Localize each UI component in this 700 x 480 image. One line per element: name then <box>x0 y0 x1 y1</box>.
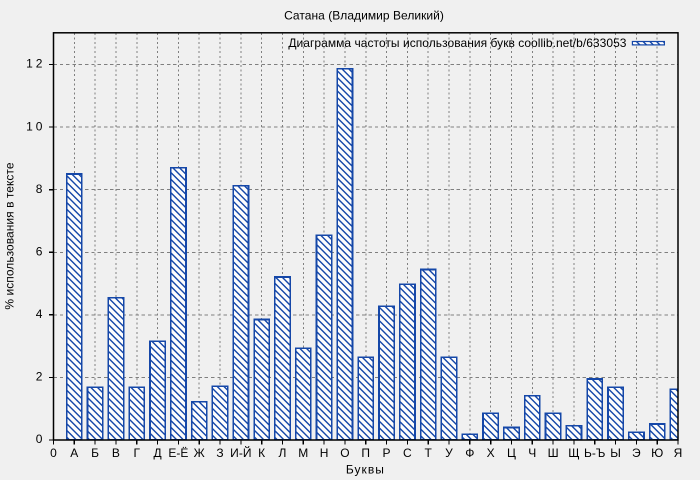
svg-text:М: М <box>298 446 308 460</box>
svg-text:Ю: Ю <box>651 446 663 460</box>
svg-text:Ш: Ш <box>548 446 559 460</box>
svg-text:Р: Р <box>383 446 391 460</box>
svg-text:Е-Ё: Е-Ё <box>168 446 188 460</box>
svg-text:Д: Д <box>153 446 161 460</box>
svg-text:Щ: Щ <box>568 446 579 460</box>
svg-text:Сатана (Владимир Великий): Сатана (Владимир Великий) <box>284 9 444 23</box>
svg-text:П: П <box>361 446 370 460</box>
svg-text:Т: Т <box>425 446 433 460</box>
svg-text:Диаграмма частоты использовани: Диаграмма частоты использования букв coo… <box>288 36 626 50</box>
svg-text:6: 6 <box>36 244 43 258</box>
svg-text:З: З <box>216 446 223 460</box>
svg-text:Ч: Ч <box>528 446 536 460</box>
svg-text:Г: Г <box>133 446 140 460</box>
svg-text:Х: Х <box>487 446 495 460</box>
svg-text:Б: Б <box>91 446 99 460</box>
svg-text:А: А <box>70 446 78 460</box>
svg-text:И-Й: И-Й <box>230 445 251 460</box>
svg-text:0: 0 <box>50 446 57 460</box>
svg-text:О: О <box>340 446 349 460</box>
svg-text:% использования в тексте: % использования в тексте <box>2 162 16 309</box>
svg-text:2: 2 <box>36 370 43 384</box>
svg-text:В: В <box>112 446 120 460</box>
svg-text:Н: Н <box>320 446 329 460</box>
svg-text:Ж: Ж <box>194 446 205 460</box>
svg-text:4: 4 <box>36 307 43 321</box>
svg-text:К: К <box>258 446 265 460</box>
svg-text:Я: Я <box>674 446 683 460</box>
svg-text:8: 8 <box>36 182 43 196</box>
svg-text:Буквы: Буквы <box>346 463 385 477</box>
svg-text:У: У <box>445 446 453 460</box>
svg-text:0: 0 <box>36 432 43 446</box>
svg-text:Ц: Ц <box>507 446 516 460</box>
svg-text:С: С <box>403 446 412 460</box>
svg-text:Ы: Ы <box>610 446 621 460</box>
svg-text:Э: Э <box>632 446 641 460</box>
svg-text:Л: Л <box>279 446 287 460</box>
svg-text:Ь-Ъ: Ь-Ъ <box>584 446 606 460</box>
svg-text:Ф: Ф <box>465 446 474 460</box>
